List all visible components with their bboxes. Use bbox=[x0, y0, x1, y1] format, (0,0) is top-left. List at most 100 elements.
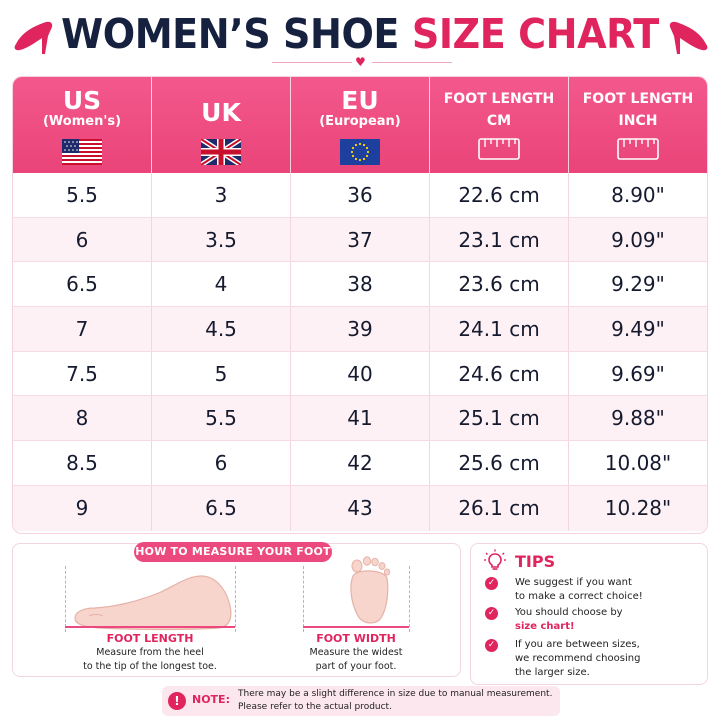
foot-length-desc-1: Measure from the heel bbox=[96, 647, 204, 658]
note-line: Please refer to the actual product. bbox=[238, 702, 392, 712]
tip-item: ✓ If you are between sizes, we recommend… bbox=[485, 638, 700, 682]
cell-eu: 37 bbox=[291, 217, 430, 262]
measure-guide-line bbox=[409, 566, 410, 632]
header-uk-label: UK bbox=[201, 98, 241, 127]
table-row: 9 6.5 43 26.1 cm 10.28" bbox=[13, 485, 707, 531]
tip-line: the larger size. bbox=[515, 667, 590, 678]
cell-us: 7 bbox=[13, 307, 152, 351]
header-foot-inch: FOOT LENGTH INCH bbox=[569, 77, 707, 173]
cell-us: 7.5 bbox=[13, 351, 152, 396]
check-icon: ✓ bbox=[485, 639, 498, 652]
lightbulb-icon bbox=[484, 549, 506, 570]
title-row: WOMEN’S SHOE SIZE CHART bbox=[0, 6, 720, 62]
table-row: 6.5 4 38 23.6 cm 9.29" bbox=[13, 262, 707, 308]
table-row: 6 3.5 37 23.1 cm 9.09" bbox=[13, 217, 707, 263]
cell-inch: 9.69" bbox=[611, 361, 665, 386]
header-eu: EU (European) bbox=[291, 77, 430, 173]
note-label: NOTE: bbox=[192, 693, 230, 706]
cell-inch: 10.28" bbox=[604, 495, 672, 520]
cell-uk: 5 bbox=[152, 351, 291, 396]
title-part-2: SIZE CHART bbox=[411, 10, 659, 58]
tip-line: We suggest if you want bbox=[515, 577, 632, 588]
tip-text: You should choose by size chart! bbox=[515, 606, 695, 634]
page-title: WOMEN’S SHOE SIZE CHART bbox=[25, 8, 695, 60]
tip-item: ✓ We suggest if you want to make a corre… bbox=[485, 576, 700, 606]
cell-eu: 42 bbox=[291, 441, 430, 485]
tip-line: to make a correct choice! bbox=[515, 591, 643, 602]
cell-eu: 41 bbox=[291, 396, 430, 441]
foot-width-title: FOOT WIDTH bbox=[316, 632, 396, 645]
table-row: 8.5 6 42 25.6 cm 10.08" bbox=[13, 441, 707, 486]
check-icon: ✓ bbox=[485, 607, 498, 620]
cell-uk: 6.5 bbox=[152, 485, 291, 531]
foot-length-arrow bbox=[65, 626, 235, 628]
cell-us: 6.5 bbox=[13, 262, 152, 307]
title-divider-right bbox=[372, 62, 452, 63]
cell-eu: 36 bbox=[291, 173, 430, 217]
foot-top-icon bbox=[350, 556, 391, 624]
ruler-icon bbox=[617, 138, 659, 160]
header-eu-sub: (European) bbox=[319, 114, 401, 129]
cell-uk: 3.5 bbox=[152, 217, 291, 262]
cell-us: 5.5 bbox=[13, 173, 152, 217]
measure-guide-line bbox=[235, 566, 236, 632]
header-us: US (Women's) bbox=[13, 77, 152, 173]
high-heel-icon bbox=[669, 21, 708, 54]
title-part-1: WOMEN’S SHOE bbox=[61, 10, 400, 58]
tip-line: You should choose by bbox=[515, 607, 623, 618]
table-row: 8 5.5 41 25.1 cm 9.88" bbox=[13, 396, 707, 442]
heart-icon: ♥ bbox=[355, 55, 366, 69]
foot-width-desc-2: part of your foot. bbox=[315, 661, 397, 672]
cell-inch: 9.09" bbox=[611, 227, 665, 252]
cell-eu: 40 bbox=[291, 351, 430, 396]
table-body: 5.5 3 36 22.6 cm 8.90" 6 3.5 37 23.1 cm … bbox=[13, 173, 707, 531]
tip-highlight: size chart! bbox=[515, 621, 575, 632]
header-us-sub: (Women's) bbox=[42, 114, 122, 129]
exclamation-icon: ! bbox=[168, 692, 186, 710]
foot-length-title: FOOT LENGTH bbox=[106, 632, 194, 645]
cell-cm: 24.6 cm bbox=[430, 351, 569, 396]
foot-side-icon bbox=[74, 575, 232, 631]
tip-item: ✓ You should choose by size chart! bbox=[485, 606, 700, 636]
foot-length-desc-2: to the tip of the longest toe. bbox=[83, 661, 217, 672]
header-eu-label: EU bbox=[341, 86, 379, 115]
table-header: US (Women's) UK bbox=[13, 77, 707, 173]
measure-guide-line bbox=[65, 566, 66, 632]
high-heel-icon bbox=[14, 21, 53, 54]
cell-us: 8 bbox=[13, 396, 152, 441]
cell-inch: 8.90" bbox=[611, 183, 665, 207]
measure-badge: HOW TO MEASURE YOUR FOOT bbox=[134, 542, 332, 562]
cell-uk: 5.5 bbox=[152, 396, 291, 441]
cell-cm: 25.6 cm bbox=[430, 441, 569, 485]
uk-flag-icon bbox=[201, 139, 241, 165]
cell-inch: 9.29" bbox=[611, 272, 665, 297]
size-chart-table: US (Women's) UK bbox=[12, 76, 708, 534]
cell-eu: 38 bbox=[291, 262, 430, 307]
tip-text: If you are between sizes, we recommend c… bbox=[515, 638, 695, 680]
cell-inch: 9.49" bbox=[611, 317, 665, 342]
cell-cm: 23.1 cm bbox=[430, 217, 569, 262]
header-inch-line2: INCH bbox=[618, 113, 658, 129]
header-cm-line2: CM bbox=[486, 113, 512, 129]
ruler-icon bbox=[478, 138, 520, 160]
cell-cm: 25.1 cm bbox=[430, 396, 569, 441]
note-text: There may be a slight difference in size… bbox=[238, 688, 556, 714]
cell-eu: 39 bbox=[291, 307, 430, 351]
cell-us: 9 bbox=[13, 485, 152, 531]
header-cm-line1: FOOT LENGTH bbox=[443, 91, 555, 107]
cell-eu: 43 bbox=[291, 485, 430, 531]
foot-width-desc-1: Measure the widest bbox=[309, 647, 403, 658]
cell-uk: 4 bbox=[152, 262, 291, 307]
table-row: 7 4.5 39 24.1 cm 9.49" bbox=[13, 307, 707, 352]
cell-cm: 26.1 cm bbox=[430, 485, 569, 531]
measure-guide-line bbox=[303, 566, 304, 632]
note-bar: ! NOTE: There may be a slight difference… bbox=[162, 686, 560, 716]
note-line: There may be a slight difference in size… bbox=[238, 689, 553, 699]
how-to-measure-panel: HOW TO MEASURE YOUR FOOT FOOT LENGTH Mea… bbox=[12, 542, 461, 677]
cell-cm: 23.6 cm bbox=[430, 262, 569, 307]
header-foot-cm: FOOT LENGTH CM bbox=[430, 77, 569, 173]
cell-us: 6 bbox=[13, 217, 152, 262]
foot-width-arrow bbox=[303, 626, 409, 628]
cell-cm: 22.6 cm bbox=[430, 173, 569, 217]
title-divider-left bbox=[272, 62, 352, 63]
